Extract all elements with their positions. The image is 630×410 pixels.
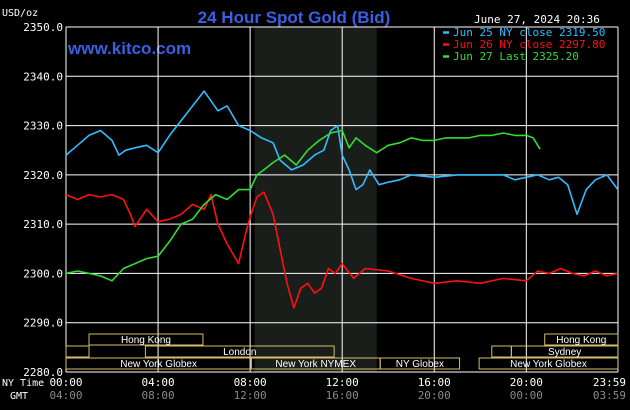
date-stamp: June 27, 2024 20:36: [474, 13, 600, 26]
session-bar: [88, 333, 204, 346]
series-line-2: [65, 191, 619, 309]
ny-time-label: NY Time: [2, 378, 44, 389]
chart-title: 24 Hour Spot Gold (Bid): [198, 8, 391, 27]
y-tick-label: 2290.0: [23, 317, 63, 330]
x-tick-label-gmt: 03:59: [593, 389, 626, 402]
session-bar: [65, 345, 90, 358]
x-tick-label-gmt: 12:00: [234, 389, 267, 402]
x-tick-label-gmt: 04:00: [49, 389, 82, 402]
session-bar: [144, 345, 335, 358]
y-tick-label: 2310.0: [23, 218, 63, 231]
y-tick-label: 2320.0: [23, 169, 63, 182]
x-tick-label-gmt: 20:00: [418, 389, 451, 402]
session-bar: [544, 333, 619, 346]
session-label: Hong Kong: [556, 335, 606, 346]
x-tick-label-ny: 04:00: [142, 376, 175, 389]
session-bar: [478, 357, 619, 370]
x-tick-label-ny: 12:00: [326, 376, 359, 389]
session-label: London: [223, 347, 256, 358]
x-tick-label-gmt: 00:00: [510, 389, 543, 402]
y-tick-label: 2350.0: [23, 21, 63, 34]
legend-label: Jun 27 Last 2325.20: [453, 50, 579, 63]
y-tick-label: 2340.0: [23, 70, 63, 83]
y-tick-label: 2330.0: [23, 120, 63, 133]
site-label: www.kitco.com: [67, 39, 191, 58]
x-tick-label-ny: 08:00: [234, 376, 267, 389]
x-tick-label-ny: 16:00: [418, 376, 451, 389]
session-label: Sydney: [548, 347, 581, 358]
session-label: New York NYMEX: [275, 359, 356, 370]
y-tick-label: 2300.0: [23, 267, 63, 280]
x-tick-label-gmt: 08:00: [142, 389, 175, 402]
x-tick-label-ny: 00:00: [49, 376, 82, 389]
legend-label: Jun 25 NY close 2319.50: [453, 26, 605, 39]
y-tick-label: 2280.0: [23, 366, 63, 379]
series-line-3: [65, 129, 541, 282]
session-label: New York Globex: [510, 359, 587, 370]
gmt-label: GMT: [10, 391, 28, 402]
session-bar: [379, 357, 461, 370]
series-line-1: [65, 90, 619, 216]
session-label: Hong Kong: [121, 335, 171, 346]
legend-label: Jun 26 NY close 2297.80: [453, 38, 605, 51]
x-tick-label-ny: 20:00: [510, 376, 543, 389]
session-label: NY Globex: [396, 359, 444, 370]
session-label: New York Globex: [120, 359, 197, 370]
shaded-region: [254, 27, 377, 372]
y-axis-label: USD/oz: [2, 8, 38, 19]
x-tick-label-ny: 23:59: [593, 376, 626, 389]
session-bar: [491, 345, 512, 358]
x-tick-label-gmt: 16:00: [326, 389, 359, 402]
